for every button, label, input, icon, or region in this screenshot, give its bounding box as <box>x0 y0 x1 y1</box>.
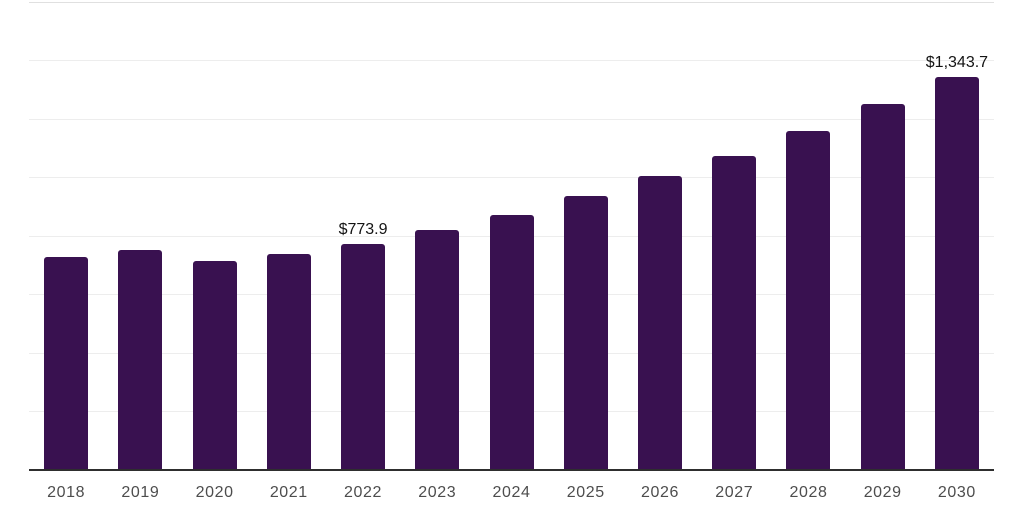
bar-slot <box>697 2 771 470</box>
bar-2021 <box>266 253 311 470</box>
x-tick-label: 2024 <box>492 484 531 501</box>
x-axis-line <box>29 469 994 471</box>
bar-slot <box>474 2 548 470</box>
bar-2022: $773.9 <box>339 221 388 470</box>
bar-2026 <box>637 176 682 470</box>
bar-slot <box>400 2 474 470</box>
x-tick-label: 2018 <box>47 484 86 501</box>
gridline <box>29 2 994 3</box>
bar-2024 <box>489 214 534 470</box>
x-tick-label: 2026 <box>640 484 679 501</box>
x-tick-label: 2028 <box>789 484 828 501</box>
bar-2020 <box>192 261 237 470</box>
x-tick-label: 2020 <box>195 484 234 501</box>
x-tick-label: 2025 <box>566 484 605 501</box>
bar-slot <box>846 2 920 470</box>
x-tick-label: 2022 <box>344 484 383 501</box>
bar-slot <box>549 2 623 470</box>
bar-2030: $1,343.7 <box>926 54 988 470</box>
plot-area: $773.9 $1,343.7 <box>29 2 994 470</box>
bar-slot <box>177 2 251 470</box>
gridline <box>29 177 994 178</box>
bar-2018 <box>44 257 89 470</box>
bar-slot <box>623 2 697 470</box>
bar-slot <box>103 2 177 470</box>
bar-value-label: $1,343.7 <box>925 54 989 71</box>
bar-value-label: $773.9 <box>338 220 388 238</box>
bar-2025 <box>563 196 608 470</box>
bar-2028 <box>786 131 831 470</box>
bar-slot: $1,343.7 <box>920 2 994 470</box>
bar-slot: $773.9 <box>326 2 400 470</box>
x-tick-label: 2019 <box>121 484 160 501</box>
bar-2027 <box>712 156 757 470</box>
gridline <box>29 60 994 61</box>
bar-2029 <box>860 104 905 470</box>
x-tick-label: 2023 <box>418 484 457 501</box>
x-tick-label: 2030 <box>937 484 976 501</box>
bar-2019 <box>118 249 163 470</box>
bars-container: $773.9 $1,343.7 <box>29 2 994 470</box>
bar-slot <box>29 2 103 470</box>
x-axis-tick-labels: 2018 2019 2020 2021 2022 2023 2024 2025 2026 2027… <box>29 484 994 502</box>
x-tick-label: 2029 <box>863 484 902 501</box>
bar-slot <box>252 2 326 470</box>
bar-slot <box>771 2 845 470</box>
bar-2023 <box>415 230 460 470</box>
gridline <box>29 119 994 120</box>
x-tick-label: 2027 <box>715 484 754 501</box>
x-tick-label: 2021 <box>269 484 308 501</box>
